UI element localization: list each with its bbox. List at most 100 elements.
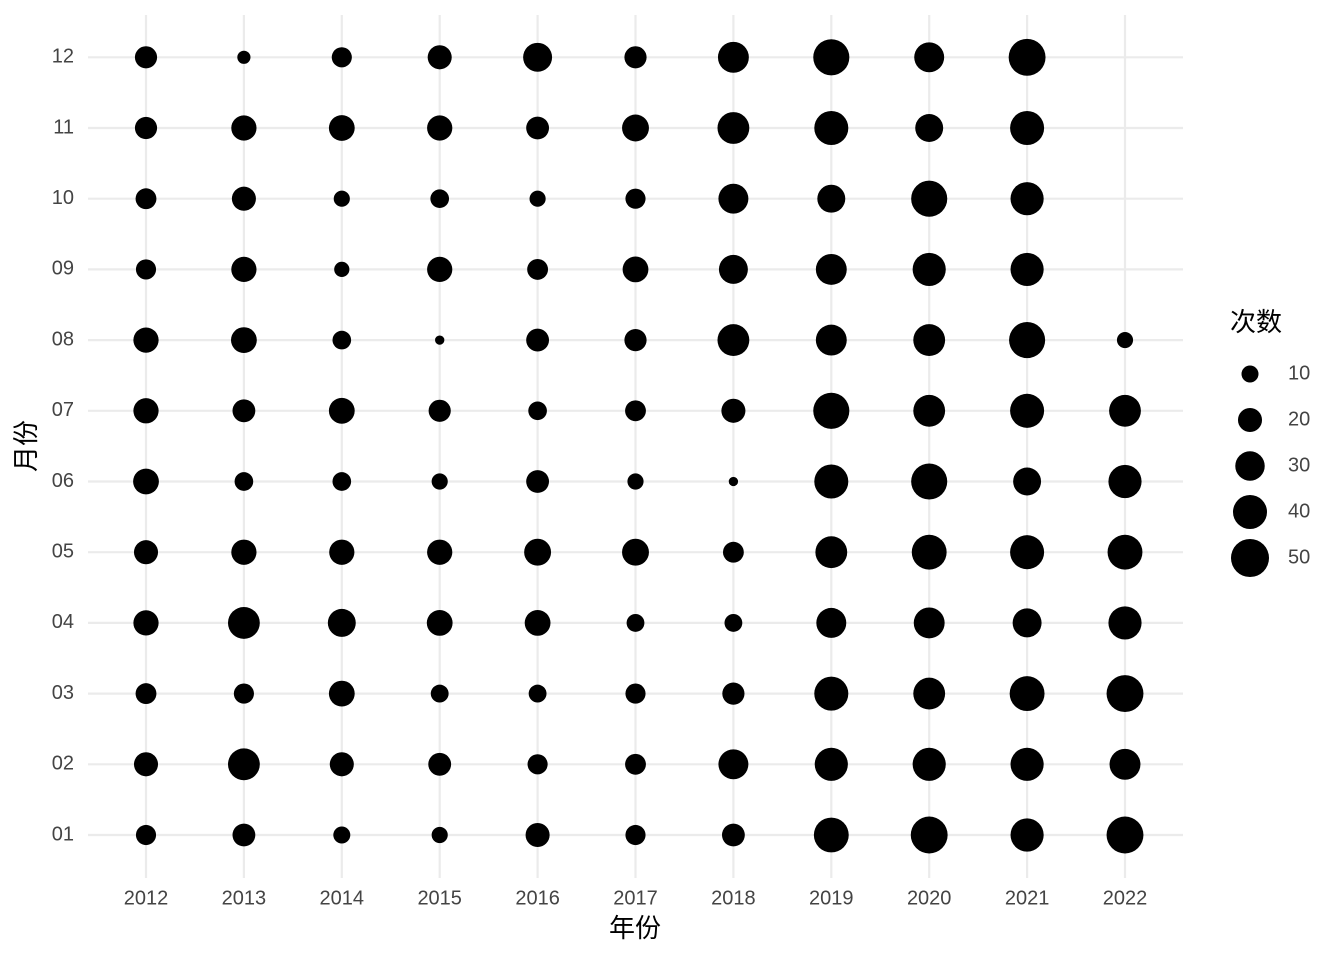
y-axis-title: 月份	[11, 420, 41, 472]
bubble	[527, 754, 548, 775]
bubble	[718, 749, 749, 780]
bubble	[332, 472, 352, 491]
bubble	[625, 824, 646, 846]
bubble	[430, 684, 449, 703]
bubble	[431, 473, 448, 490]
legend-label: 50	[1288, 546, 1310, 568]
bubble	[1107, 534, 1143, 570]
bubble	[135, 259, 157, 280]
bubble	[814, 110, 849, 146]
bubble	[913, 677, 946, 710]
x-tick-label: 2019	[809, 887, 854, 909]
bubble	[231, 186, 256, 211]
bubble	[627, 473, 644, 490]
bubble	[237, 50, 251, 64]
y-tick-label: 05	[52, 540, 74, 562]
bubble	[135, 683, 157, 705]
legend-label: 30	[1288, 454, 1310, 476]
bubble	[427, 256, 453, 283]
bubble	[428, 752, 452, 776]
bubble	[526, 116, 550, 140]
bubble	[1010, 747, 1044, 781]
bubble	[1008, 38, 1046, 76]
bubble	[813, 392, 850, 429]
legend-bubble	[1241, 365, 1259, 383]
bubble	[428, 399, 451, 422]
legend-label: 40	[1288, 500, 1310, 522]
y-tick-label: 12	[52, 46, 74, 68]
y-tick-label: 01	[52, 823, 74, 845]
bubble	[721, 823, 745, 847]
bubble	[1010, 535, 1045, 570]
bubble	[912, 747, 946, 781]
legend-bubble	[1235, 451, 1265, 481]
bubble	[134, 46, 158, 69]
bubble	[911, 534, 947, 570]
bubble	[625, 188, 646, 209]
bubble	[913, 607, 945, 639]
bubble	[1106, 816, 1144, 854]
bubble	[814, 747, 848, 781]
bubble	[815, 253, 847, 285]
bubble	[426, 609, 453, 636]
y-tick-label: 04	[52, 611, 74, 633]
bubble	[133, 610, 159, 636]
bubble	[227, 748, 260, 781]
bubble	[234, 472, 254, 491]
bubble	[718, 183, 749, 214]
legend-title: 次数	[1230, 307, 1282, 337]
bubble	[914, 42, 945, 73]
bubble	[327, 608, 356, 637]
bubble	[133, 327, 159, 353]
bubble	[1010, 393, 1045, 428]
bubble	[427, 115, 453, 141]
bubble	[625, 683, 646, 704]
x-tick-label: 2013	[222, 887, 267, 909]
bubble	[233, 683, 254, 704]
bubble	[133, 540, 159, 565]
bubble	[624, 329, 647, 352]
bubble	[525, 822, 550, 848]
x-tick-label: 2018	[711, 887, 756, 909]
bubble	[133, 398, 159, 424]
bubble	[1010, 252, 1044, 286]
bubble	[625, 400, 646, 422]
bubble	[332, 330, 352, 350]
x-tick-label: 2020	[907, 887, 952, 909]
bubble	[717, 112, 750, 144]
y-tick-label: 03	[52, 682, 74, 704]
bubble	[910, 816, 948, 854]
bubble	[231, 115, 257, 141]
bubble	[523, 42, 553, 72]
bubble	[722, 682, 745, 705]
bubble	[529, 190, 546, 207]
bubble	[1109, 394, 1141, 427]
bubble	[813, 817, 849, 853]
bubble	[622, 114, 649, 142]
bubble	[1108, 464, 1142, 499]
legend-bubble	[1232, 494, 1268, 530]
bubble	[524, 538, 552, 566]
bubble	[814, 676, 849, 711]
bubble	[625, 753, 646, 775]
bubble	[1013, 467, 1042, 496]
legend-bubble	[1230, 538, 1270, 578]
bubble	[817, 184, 846, 213]
bubble	[526, 328, 550, 352]
bubble	[1108, 606, 1142, 640]
x-tick-label: 2022	[1103, 887, 1148, 909]
x-tick-label: 2021	[1005, 887, 1050, 909]
x-tick-label: 2014	[320, 887, 365, 909]
bubble	[232, 823, 256, 847]
bubble	[911, 180, 948, 217]
bubble	[911, 463, 948, 500]
bubble	[133, 468, 159, 495]
bubble	[334, 261, 350, 278]
bubble	[1116, 332, 1134, 349]
y-tick-label: 09	[52, 258, 74, 280]
bubble	[624, 46, 647, 69]
bubble	[813, 39, 850, 76]
bubble	[230, 327, 257, 354]
bubble	[915, 114, 944, 142]
